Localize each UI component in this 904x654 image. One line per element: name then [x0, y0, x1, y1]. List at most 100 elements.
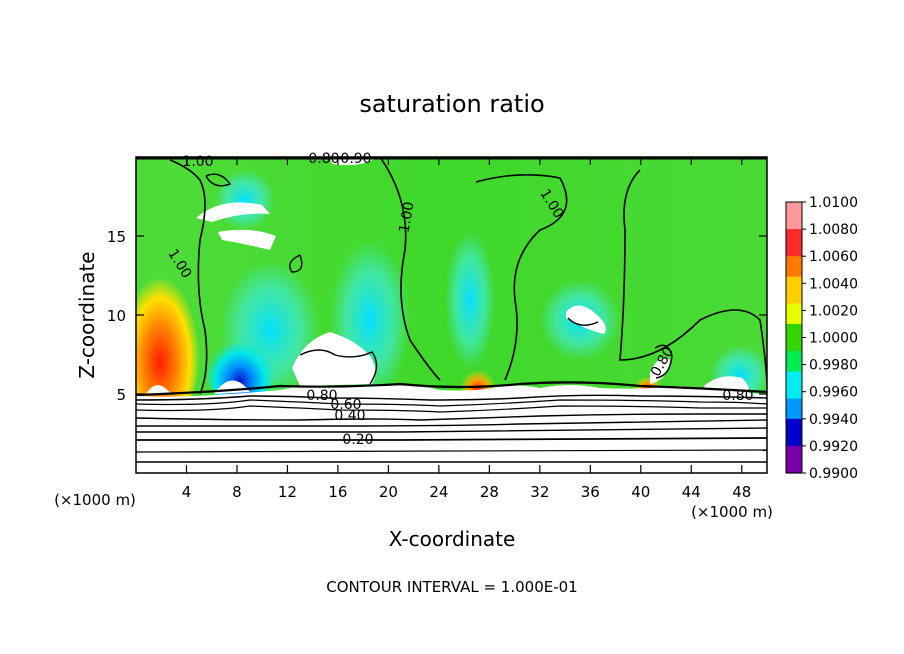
colorbar-swatch	[786, 256, 802, 264]
contour-label: 0.20	[342, 432, 373, 448]
x-tick-label: 4	[182, 483, 192, 501]
heatmap-cool-region	[215, 170, 275, 230]
contour-label: 0.80	[306, 388, 337, 404]
y-tick-label: 10	[107, 307, 126, 325]
colorbar-swatch	[786, 249, 802, 257]
x-tick-label: 24	[429, 483, 448, 501]
colorbar: 1.0100 1.0080 1.0060 1.0040 1.0020 1.0000 0.99…	[785, 195, 858, 482]
colorbar-label: 1.0080	[809, 222, 858, 238]
colorbar-swatch	[786, 405, 802, 413]
colorbar-swatch	[786, 425, 802, 433]
colorbar-label: 1.0040	[809, 276, 858, 292]
colorbar-label: 0.9960	[809, 385, 858, 401]
x-tick-label: 36	[581, 483, 600, 501]
contour-line	[136, 405, 767, 413]
contour-line	[136, 461, 767, 464]
heatmap-white-region	[218, 229, 276, 250]
contour-line	[654, 344, 673, 379]
colorbar-label: 1.0020	[809, 303, 858, 319]
colorbar-swatch	[786, 452, 802, 461]
x-tick-label: 28	[480, 483, 499, 501]
contour-label: 0.80	[722, 388, 753, 404]
heatmap-white-region	[292, 332, 376, 386]
contour-line	[567, 317, 599, 326]
heatmap-white-region	[650, 357, 670, 384]
colorbar-swatch	[786, 391, 802, 400]
contour-line	[136, 419, 767, 427]
contour-line	[619, 169, 767, 386]
contour-line	[205, 173, 232, 187]
colorbar-swatch	[786, 229, 802, 237]
x-tick-label: 8	[232, 483, 242, 501]
colorbar-swatch	[786, 351, 802, 359]
colorbar-swatch	[786, 303, 802, 311]
contour-line	[379, 157, 441, 381]
colorbar-swatch	[786, 283, 802, 291]
x-tick-label: 20	[379, 483, 398, 501]
heatmap-cool-region	[445, 230, 495, 370]
x-tick-label: 40	[631, 483, 650, 501]
contour-line	[136, 381, 767, 397]
contour-line	[169, 159, 208, 395]
colorbar-swatch	[786, 208, 802, 217]
colorbar-label: 0.9940	[809, 412, 858, 428]
colorbar-swatch	[786, 262, 802, 271]
contour-line	[136, 449, 767, 453]
x-tick-label: 12	[278, 483, 297, 501]
colorbar-swatch	[786, 290, 802, 298]
colorbar-swatch	[786, 398, 802, 406]
colorbar-label: 0.9980	[809, 358, 858, 374]
y-tick-label: 15	[107, 228, 126, 246]
heatmap-white-region	[566, 305, 606, 334]
chart-title: saturation ratio	[359, 90, 544, 118]
colorbar-label: 1.0060	[809, 249, 858, 265]
colorbar-swatch	[786, 222, 802, 230]
colorbar-swatch	[786, 364, 802, 372]
colorbar-label: 1.0100	[809, 195, 858, 211]
contour-line	[136, 437, 767, 441]
y-axis-label: Z-coordinate	[75, 251, 99, 378]
x-axis-label: X-coordinate	[389, 527, 516, 551]
colorbar-swatch	[786, 276, 802, 284]
colorbar-label: 0.9920	[809, 439, 858, 455]
contour-label: 1.00	[396, 201, 417, 234]
colorbar-swatch	[786, 317, 802, 325]
contour-label: 0.40	[334, 408, 365, 424]
colorbar-swatch	[786, 357, 802, 366]
colorbar-label: 0.9900	[809, 466, 858, 482]
y-tick-label: 5	[116, 386, 126, 404]
colorbar-swatch	[786, 432, 802, 440]
heatmap-white-region	[196, 202, 270, 222]
colorbar-swatch	[786, 242, 802, 251]
x-axis-ticks: 4 8 12 16 20 24 28 32 36 40 44 48	[182, 157, 751, 501]
colorbar-swatch	[786, 323, 802, 332]
contour-interval-note: CONTOUR INTERVAL = 1.000E-01	[326, 578, 577, 596]
colorbar-swatch	[786, 384, 802, 393]
colorbar-swatch	[786, 344, 802, 352]
x-tick-label: 32	[530, 483, 549, 501]
colorbar-swatch	[786, 439, 802, 447]
x-tick-label: 44	[682, 483, 701, 501]
contour-lines	[136, 157, 767, 464]
contour-line	[289, 254, 303, 273]
colorbar-swatch	[786, 215, 802, 223]
contour-line	[136, 413, 767, 421]
colorbar-swatch	[786, 459, 802, 467]
colorbar-swatch	[786, 445, 802, 454]
contour-label: 0.60	[330, 397, 361, 413]
colorbar-swatch	[786, 269, 802, 278]
y-axis-ticks: 5 10 15	[107, 228, 767, 404]
contour-line	[136, 427, 767, 433]
x-tick-label: 48	[732, 483, 751, 501]
colorbar-swatch	[786, 371, 802, 379]
x-tick-label: 16	[328, 483, 347, 501]
contour-line	[136, 394, 767, 401]
colorbar-swatch	[786, 466, 802, 474]
colorbar-label: 1.0000	[809, 331, 858, 347]
colorbar-swatch	[786, 412, 802, 420]
colorbar-swatch	[786, 296, 802, 305]
colorbar-swatch	[786, 310, 802, 318]
x-axis-unit-left: (×1000 m)	[54, 491, 136, 509]
colorbar-swatch	[786, 235, 802, 244]
